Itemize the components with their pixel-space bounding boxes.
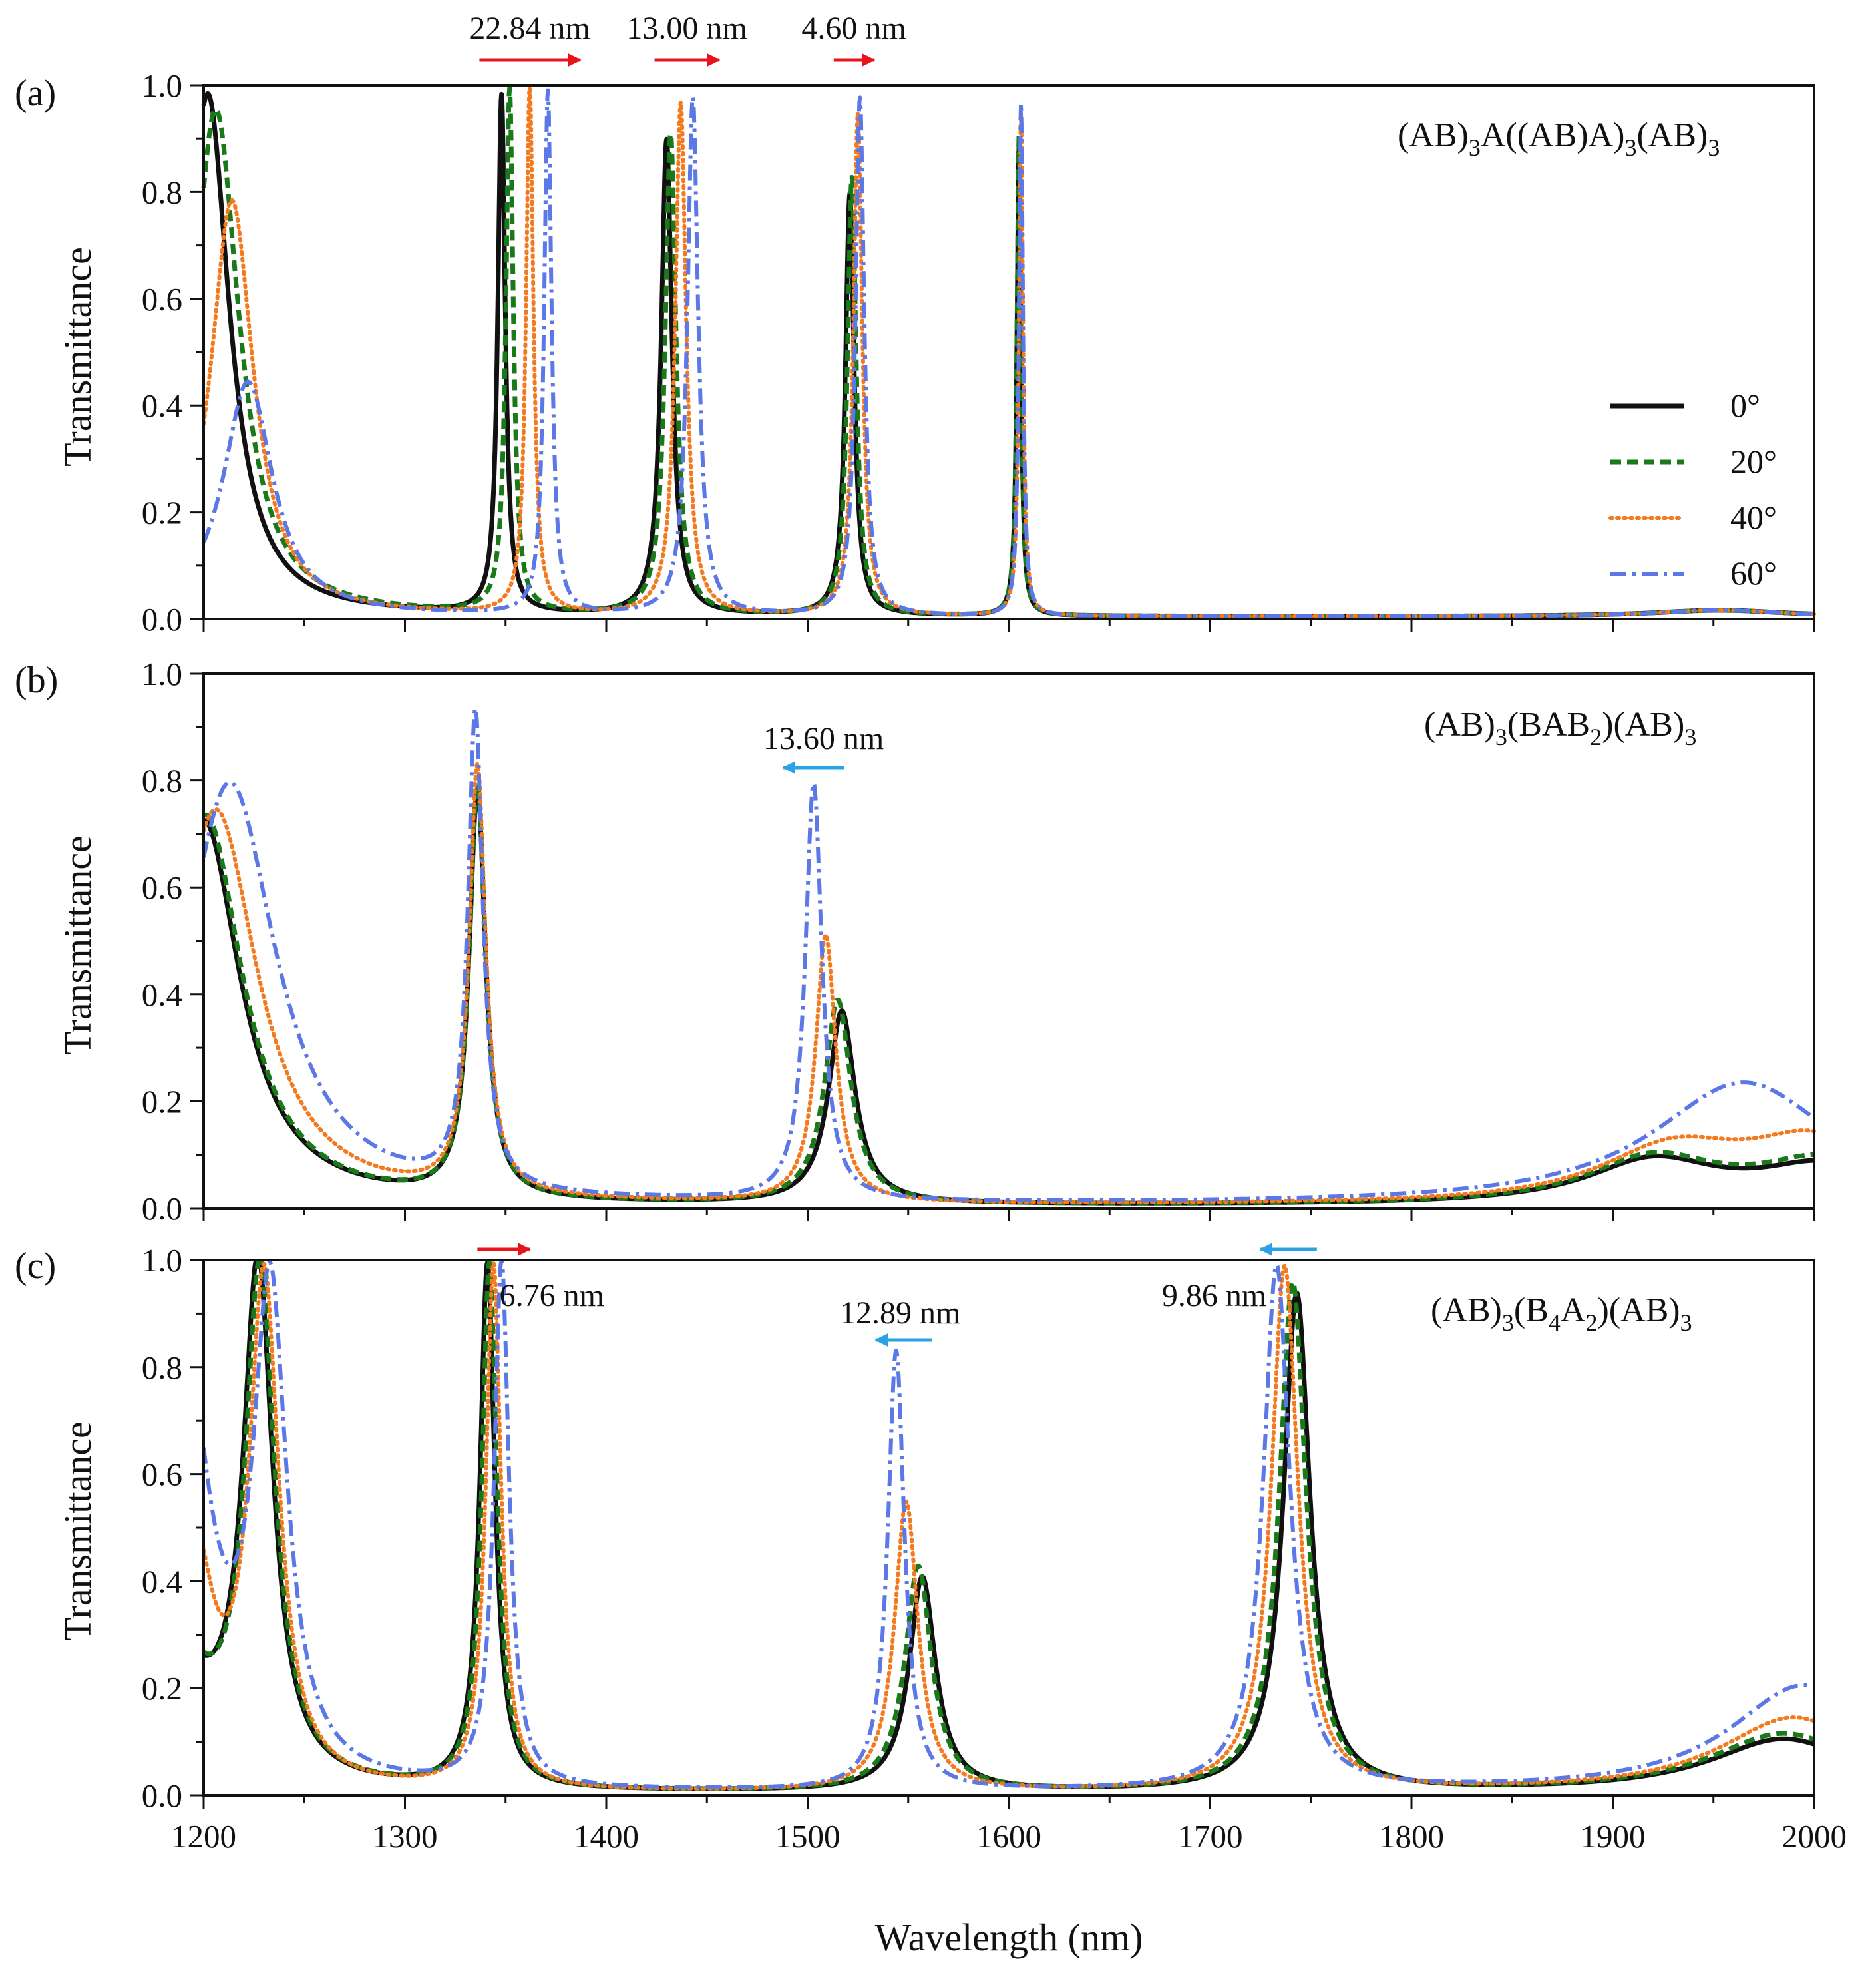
panel-a-label: (a) [15,73,56,114]
shift-annotation-label: 12.89 nm [840,1295,960,1331]
legend-label-40deg: 40° [1730,499,1777,536]
panel-b-axes: 0.0 0.2 0.4 0.6 0.8 1.0 [142,656,1815,1227]
panel-c: (c) Transmittance (AB)3(B4A2)(AB)3 1200 1… [15,1242,1847,1855]
y-tick-label: 0.8 [142,763,182,799]
panel-b-annotations: 13.60 nm [763,721,884,774]
legend-label-20deg: 20° [1730,443,1777,480]
panel-a-annotations: 22.84 nm 13.00 nm 4.60 nm [469,11,906,67]
x-tick-label: 1600 [976,1818,1041,1855]
panel-a-axes: 0.0 0.2 0.4 0.6 0.8 1.0 [142,67,1815,638]
y-tick-label: 0.4 [142,1563,182,1600]
y-tick-label: 0.0 [142,1190,182,1227]
series-line-40deg [202,86,1816,618]
x-axis-label: Wavelength (nm) [875,1916,1143,1959]
y-tick-label: 1.0 [142,656,182,692]
plot-frame [202,84,1815,620]
series-line-0deg [202,787,1816,1206]
y-tick-label: 0.8 [142,1349,182,1386]
panel-c-structure-label: (AB)3(B4A2)(AB)3 [1431,1291,1692,1336]
shift-annotation-label: 4.60 nm [801,11,906,46]
x-tick-label: 1300 [373,1818,438,1855]
panel-c-series [202,1260,1816,1791]
series-line-60deg [202,706,1816,1202]
y-tick-label: 0.4 [142,977,182,1013]
shift-annotation-label: 6.76 nm [500,1278,604,1313]
series-line-20deg [201,86,1816,619]
y-tick-label: 0.0 [142,601,182,638]
series-line-60deg [202,88,1816,618]
series-line-0deg [202,1260,1816,1791]
y-tick-label: 0.4 [142,387,182,424]
y-tick-label: 1.0 [142,1242,182,1279]
panel-b-structure-label: (AB)3(BAB2)(AB)3 [1424,706,1696,750]
x-tick-label: 1700 [1178,1818,1243,1855]
panel-c-label: (c) [15,1245,56,1287]
legend: 0° 20° 40° 60° [1608,387,1777,592]
shift-annotation-label: 13.00 nm [626,11,747,46]
panel-b-label: (b) [15,660,58,701]
shift-annotation-label: 22.84 nm [469,11,590,46]
panel-b: (b) Transmittance (AB)3(BAB2)(AB)3 0.00.… [15,656,1816,1227]
shift-annotation-label: 9.86 nm [1162,1278,1266,1313]
y-tick-label: 1.0 [142,67,182,104]
plot-frame [202,1259,1815,1797]
panel-b-ylabel: Transmittance [56,835,99,1055]
series-line-60deg [202,1261,1816,1789]
x-tick-label: 1500 [775,1818,841,1855]
y-tick-label: 0.2 [142,1670,182,1707]
panel-a-series [201,86,1816,619]
x-tick-label: 1900 [1581,1818,1646,1855]
legend-label-0deg: 0° [1730,387,1760,424]
panel-a: (a) Transmittance (AB)3A((AB)A)3(AB)3 0.… [15,11,1816,638]
y-tick-label: 0.0 [142,1777,182,1814]
y-tick-label: 0.6 [142,1456,182,1493]
plot-frame [202,672,1815,1210]
y-tick-label: 0.8 [142,174,182,210]
panel-a-structure-label: (AB)3A((AB)A)3(AB)3 [1398,116,1720,161]
x-tick-label: 2000 [1782,1818,1847,1855]
legend-label-60deg: 60° [1730,554,1777,592]
y-tick-label: 0.6 [142,869,182,906]
x-tick-label: 1400 [574,1818,639,1855]
x-tick-label: 1800 [1379,1818,1444,1855]
panel-c-axes: 1200 1300 1400 1500 1600 1700 1800 1900 2000 0.0 0… [142,1242,1847,1855]
panel-c-ylabel: Transmittance [56,1421,99,1641]
y-tick-label: 0.6 [142,281,182,318]
panel-b-series [202,706,1816,1206]
panel-a-ylabel: Transmittance [56,247,99,467]
y-tick-label: 0.2 [142,1083,182,1120]
x-tick-label: 1200 [171,1818,236,1855]
y-tick-label: 0.2 [142,495,182,531]
series-line-0deg [201,91,1816,619]
panel-c-annotations: 6.76 nm 12.89 nm 9.86 nm [477,1243,1317,1347]
shift-annotation-label: 13.60 nm [763,721,884,756]
series-line-40deg [202,1261,1816,1791]
series-line-20deg [202,1260,1816,1791]
